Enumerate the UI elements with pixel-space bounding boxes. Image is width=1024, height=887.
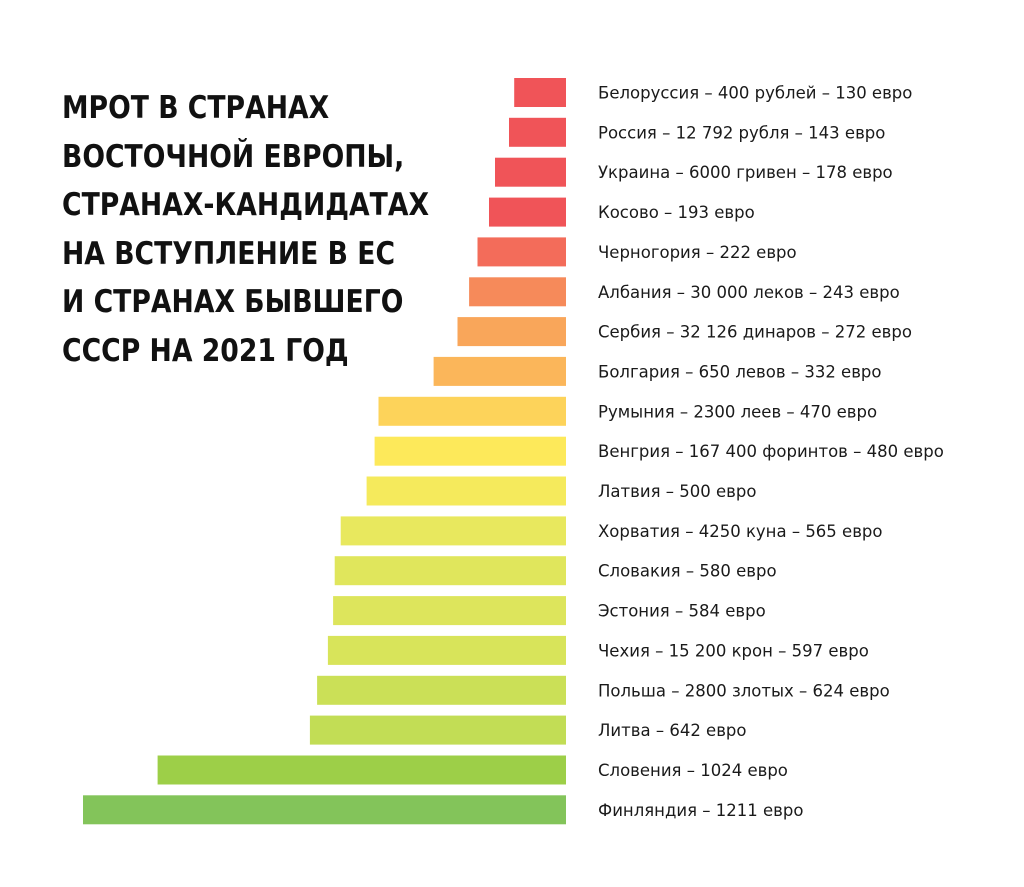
bar-16 — [317, 675, 566, 705]
bar-label-3: Украина – 6000 гривен – 178 евро — [598, 163, 893, 182]
bar-1 — [514, 78, 566, 107]
bar-9 — [378, 396, 566, 426]
bar-label-12: Хорватия – 4250 куна – 565 евро — [598, 522, 883, 541]
bar-label-11: Латвия – 500 евро — [598, 482, 756, 501]
bar-label-18: Словения – 1024 евро — [598, 761, 788, 780]
title-line-4: НА ВСТУПЛЕНИЕ В ЕС — [62, 235, 396, 272]
bar-12 — [340, 516, 566, 546]
title-line-1: МРОТ В СТРАНАХ — [62, 90, 330, 126]
bar-label-8: Болгария – 650 левов – 332 евро — [598, 362, 882, 381]
bar-10 — [374, 436, 566, 466]
bar-label-16: Польша – 2800 злотых – 624 евро — [598, 681, 890, 700]
bar-4 — [489, 197, 566, 227]
bar-label-9: Румыния – 2300 леев – 470 евро — [598, 402, 877, 421]
bar-label-10: Венгрия – 167 400 форинтов – 480 евро — [598, 442, 944, 461]
bar-19 — [83, 795, 566, 825]
bar-label-17: Литва – 642 евро — [598, 721, 747, 740]
title-line-5: И СТРАНАХ БЫВШЕГО — [62, 284, 404, 320]
bar-6 — [469, 277, 566, 307]
bar-label-19: Финляндия – 1211 евро — [598, 801, 803, 820]
title-line-3: СТРАНАХ-КАНДИДАТАХ — [62, 187, 430, 223]
title-line-6: СССР НА 2021 ГОД — [62, 332, 349, 369]
bar-15 — [327, 635, 566, 665]
bar-label-14: Эстония – 584 евро — [598, 602, 766, 621]
bar-8 — [433, 356, 566, 386]
bar-label-1: Белоруссия – 400 рублей – 130 евро — [598, 84, 912, 103]
bar-label-7: Сербия – 32 126 динаров – 272 евро — [598, 323, 912, 342]
bar-7 — [457, 317, 566, 347]
bar-11 — [366, 476, 566, 506]
bar-label-15: Чехия – 15 200 крон – 597 евро — [598, 641, 869, 660]
bar-label-5: Черногория – 222 евро — [598, 243, 797, 262]
bar-17 — [309, 715, 566, 745]
bar-label-13: Словакия – 580 евро — [598, 562, 777, 581]
bar-label-6: Албания – 30 000 леков – 243 евро — [598, 283, 900, 302]
bar-label-2: Россия – 12 792 рубля – 143 евро — [598, 123, 885, 142]
bar-5 — [477, 237, 566, 267]
bar-2 — [509, 117, 566, 147]
bar-label-4: Косово – 193 евро — [598, 203, 755, 222]
title-line-2: ВОСТОЧНОЙ ЕВРОПЫ, — [62, 138, 405, 175]
bar-18 — [157, 755, 566, 785]
bar-14 — [333, 596, 566, 626]
chart-title: МРОТ В СТРАНАХ ВОСТОЧНОЙ ЕВРОПЫ, СТРАНАХ… — [62, 84, 430, 375]
bar-13 — [334, 556, 566, 586]
bar-3 — [495, 157, 566, 187]
